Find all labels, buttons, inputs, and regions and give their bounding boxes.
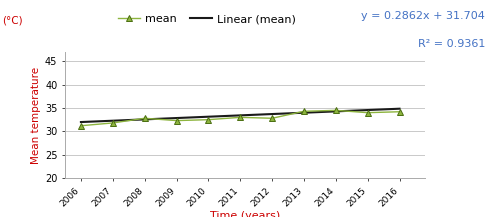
- Legend: mean, Linear (mean): mean, Linear (mean): [114, 10, 300, 29]
- Text: y = 0.2862x + 31.704: y = 0.2862x + 31.704: [361, 11, 485, 21]
- Linear (mean): [269, 113, 275, 115]
- mean: [206, 118, 212, 121]
- Linear (mean): [142, 118, 148, 121]
- Linear (mean): [301, 111, 307, 114]
- Linear (mean): [78, 121, 84, 123]
- mean: [174, 119, 180, 122]
- Linear (mean): [333, 110, 339, 113]
- Line: Linear (mean): Linear (mean): [81, 109, 400, 122]
- Line: mean: mean: [78, 107, 403, 129]
- Linear (mean): [364, 109, 370, 111]
- mean: [142, 117, 148, 120]
- mean: [301, 110, 307, 113]
- Text: (°C): (°C): [2, 15, 23, 25]
- Linear (mean): [206, 115, 212, 118]
- mean: [269, 117, 275, 120]
- mean: [364, 111, 370, 114]
- mean: [396, 110, 402, 113]
- Linear (mean): [396, 107, 402, 110]
- Text: R² = 0.9361: R² = 0.9361: [418, 39, 485, 49]
- Linear (mean): [110, 119, 116, 122]
- Linear (mean): [174, 117, 180, 119]
- mean: [78, 124, 84, 127]
- mean: [333, 109, 339, 112]
- mean: [110, 122, 116, 124]
- X-axis label: Time (years): Time (years): [210, 211, 280, 217]
- mean: [237, 116, 243, 119]
- Y-axis label: Mean temperature: Mean temperature: [30, 66, 40, 164]
- Linear (mean): [237, 114, 243, 117]
